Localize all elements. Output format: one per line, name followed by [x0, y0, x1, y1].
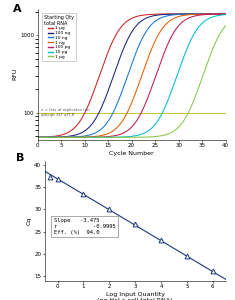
X-axis label: Log Input Quantity
(pg HeLa cell total RNA): Log Input Quantity (pg HeLa cell total R… — [98, 292, 173, 300]
Legend: 1 µg, 100 ng, 10 ng, 1 ng, 100 pg, 10 pg, 1 pg: 1 µg, 100 ng, 10 ng, 1 ng, 100 pg, 10 pg… — [42, 13, 76, 61]
Text: n = lots of replicates run
qScript XLT qPCR: n = lots of replicates run qScript XLT q… — [41, 108, 90, 117]
Text: A: A — [13, 4, 22, 14]
Y-axis label: Cq: Cq — [26, 216, 31, 225]
X-axis label: Cycle Number: Cycle Number — [109, 151, 154, 156]
Text: Slope   -3.475
r           -0.9995
Eff. (%)  94.0: Slope -3.475 r -0.9995 Eff. (%) 94.0 — [54, 218, 115, 235]
Text: B: B — [16, 153, 24, 163]
Y-axis label: RFU: RFU — [12, 68, 17, 80]
